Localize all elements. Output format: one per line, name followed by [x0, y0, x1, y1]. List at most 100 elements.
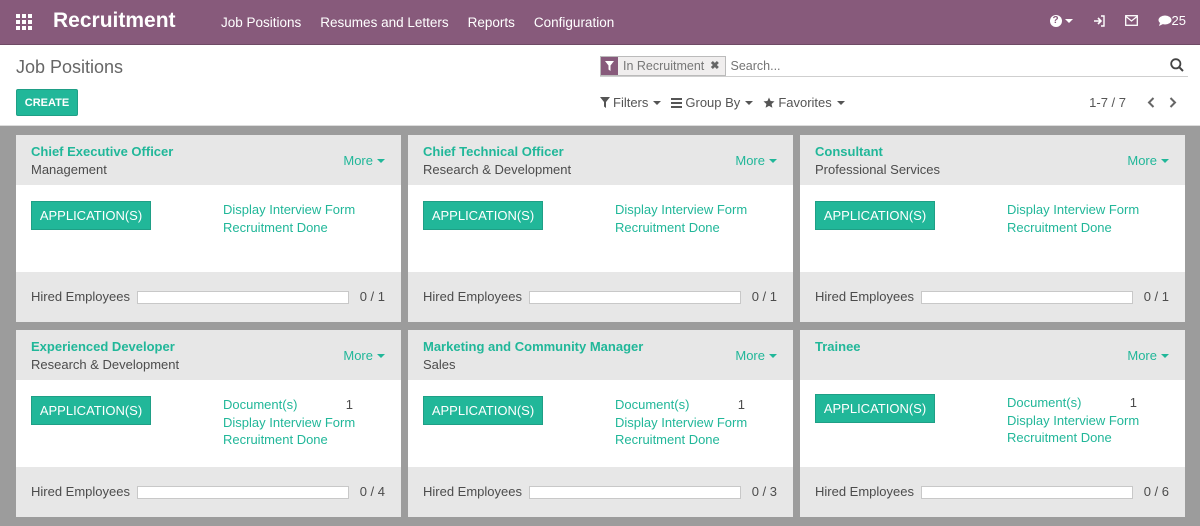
facet-remove-icon[interactable]: ✖ — [710, 60, 720, 72]
chevron-down-icon — [769, 353, 777, 358]
job-title[interactable]: Experienced Developer — [31, 339, 175, 354]
recruitment-done-link[interactable]: Recruitment Done — [1007, 430, 1112, 445]
app-title: Recruitment — [53, 9, 176, 32]
mail-button[interactable] — [1124, 15, 1138, 26]
more-dropdown[interactable]: More — [1127, 153, 1169, 168]
applications-button[interactable]: APPLICATION(S) — [31, 396, 151, 425]
job-title[interactable]: Marketing and Community Manager — [423, 339, 644, 354]
pager: 1-7 / 7 — [1089, 93, 1182, 111]
job-card-footer: Hired Employees 0 / 1 — [16, 272, 401, 322]
applications-button[interactable]: APPLICATION(S) — [815, 394, 935, 423]
more-label: More — [735, 153, 765, 168]
search-options: Filters Group By Favorites — [600, 95, 855, 110]
job-card-links: Display Interview Form Recruitment Done — [1007, 201, 1139, 236]
menu-item-job-positions[interactable]: Job Positions — [221, 15, 302, 30]
search-icon[interactable] — [1170, 58, 1184, 75]
more-dropdown[interactable]: More — [735, 153, 777, 168]
recruitment-done-link[interactable]: Recruitment Done — [615, 432, 720, 447]
display-interview-form-link[interactable]: Display Interview Form — [223, 414, 356, 430]
chevron-down-icon — [745, 100, 754, 105]
hired-employees-label: Hired Employees — [423, 484, 522, 499]
hired-count: 0 / 1 — [1143, 289, 1169, 304]
chevron-right-icon — [1169, 96, 1177, 108]
job-card-footer: Hired Employees 0 / 1 — [800, 272, 1185, 322]
more-dropdown[interactable]: More — [343, 153, 385, 168]
more-dropdown[interactable]: More — [735, 348, 777, 363]
chevron-left-icon — [1147, 96, 1155, 108]
job-card-header: Consultant Professional Services More — [800, 135, 1185, 185]
display-interview-form-link[interactable]: Display Interview Form — [615, 202, 748, 217]
hired-count: 0 / 1 — [359, 289, 385, 304]
group-by-label: Group By — [685, 95, 741, 110]
pager-next-button[interactable] — [1164, 93, 1182, 111]
documents-link[interactable]: Document(s) 1 — [1007, 394, 1137, 412]
more-dropdown[interactable]: More — [1127, 348, 1169, 363]
chevron-down-icon — [1161, 353, 1169, 358]
hired-employees-label: Hired Employees — [31, 484, 130, 499]
chat-button[interactable]: 25 — [1158, 13, 1186, 28]
menu-item-reports[interactable]: Reports — [467, 15, 515, 30]
chevron-down-icon — [836, 100, 845, 105]
job-card-body: APPLICATION(S) Document(s) 1 Display Inte… — [16, 380, 401, 466]
hired-count: 0 / 6 — [1143, 484, 1169, 499]
recruitment-done-link[interactable]: Recruitment Done — [1007, 219, 1112, 235]
hired-employees-label: Hired Employees — [815, 484, 914, 499]
job-card-footer: Hired Employees 0 / 4 — [16, 467, 401, 517]
envelope-icon — [1124, 15, 1138, 26]
job-title[interactable]: Chief Executive Officer — [31, 144, 174, 159]
applications-button[interactable]: APPLICATION(S) — [423, 201, 543, 230]
applications-button[interactable]: APPLICATION(S) — [31, 201, 151, 230]
help-menu-button[interactable]: ? — [1049, 14, 1073, 27]
job-card-links: Display Interview Form Recruitment Done — [615, 201, 747, 236]
job-card-body: APPLICATION(S) Document(s) 1 Display Inte… — [408, 380, 793, 466]
display-interview-form-link[interactable]: Display Interview Form — [1007, 412, 1140, 428]
filters-label: Filters — [613, 95, 649, 110]
create-button[interactable]: CREATE — [16, 89, 78, 116]
menu-item-configuration[interactable]: Configuration — [533, 15, 615, 30]
search-input[interactable] — [730, 58, 1151, 73]
hired-progress-bar — [529, 486, 741, 499]
job-department: Management — [31, 162, 107, 177]
documents-count: 1 — [737, 397, 745, 412]
job-card: Experienced Developer Research & Develop… — [16, 330, 401, 517]
job-card-header: Experienced Developer Research & Develop… — [16, 330, 401, 380]
display-interview-form-link[interactable]: Display Interview Form — [615, 414, 748, 430]
job-title[interactable]: Trainee — [815, 339, 861, 354]
sign-in-button[interactable] — [1093, 14, 1105, 27]
hired-progress-bar — [921, 291, 1133, 304]
more-label: More — [343, 348, 373, 363]
job-title[interactable]: Chief Technical Officer — [423, 144, 564, 159]
job-card-body: APPLICATION(S) Document(s) 1 Display Inte… — [800, 380, 1185, 466]
job-card-links: Display Interview Form Recruitment Done — [223, 201, 355, 236]
applications-button[interactable]: APPLICATION(S) — [815, 201, 935, 230]
applications-button[interactable]: APPLICATION(S) — [423, 396, 543, 425]
documents-link[interactable]: Document(s) 1 — [223, 396, 353, 414]
job-title[interactable]: Consultant — [815, 144, 883, 159]
job-card-footer: Hired Employees 0 / 3 — [408, 467, 793, 517]
hired-count: 0 / 1 — [751, 289, 777, 304]
more-label: More — [1127, 153, 1157, 168]
favorites-dropdown[interactable]: Favorites — [763, 95, 845, 110]
pager-value[interactable]: 1-7 / 7 — [1089, 94, 1126, 110]
filters-dropdown[interactable]: Filters — [600, 95, 662, 110]
display-interview-form-link[interactable]: Display Interview Form — [1007, 202, 1140, 217]
filter-icon — [601, 56, 618, 75]
job-department: Research & Development — [31, 357, 180, 372]
apps-menu-icon[interactable] — [16, 14, 32, 30]
job-card-body: APPLICATION(S) Display Interview Form Re… — [16, 185, 401, 271]
hired-progress-bar — [137, 486, 349, 499]
display-interview-form-link[interactable]: Display Interview Form — [223, 202, 356, 217]
navbar-systray: ? 25 — [1030, 13, 1186, 28]
hired-employees-label: Hired Employees — [815, 289, 914, 304]
bars-icon — [671, 97, 683, 108]
group-by-dropdown[interactable]: Group By — [671, 95, 754, 110]
recruitment-done-link[interactable]: Recruitment Done — [223, 432, 328, 447]
recruitment-done-link[interactable]: Recruitment Done — [223, 219, 328, 235]
hired-count: 0 / 4 — [359, 484, 385, 499]
documents-link[interactable]: Document(s) 1 — [615, 396, 745, 414]
menu-item-resumes-letters[interactable]: Resumes and Letters — [320, 15, 449, 30]
more-dropdown[interactable]: More — [343, 348, 385, 363]
pager-previous-button[interactable] — [1142, 93, 1160, 111]
recruitment-done-link[interactable]: Recruitment Done — [615, 219, 720, 235]
search-facet: In Recruitment ✖ — [600, 55, 726, 76]
